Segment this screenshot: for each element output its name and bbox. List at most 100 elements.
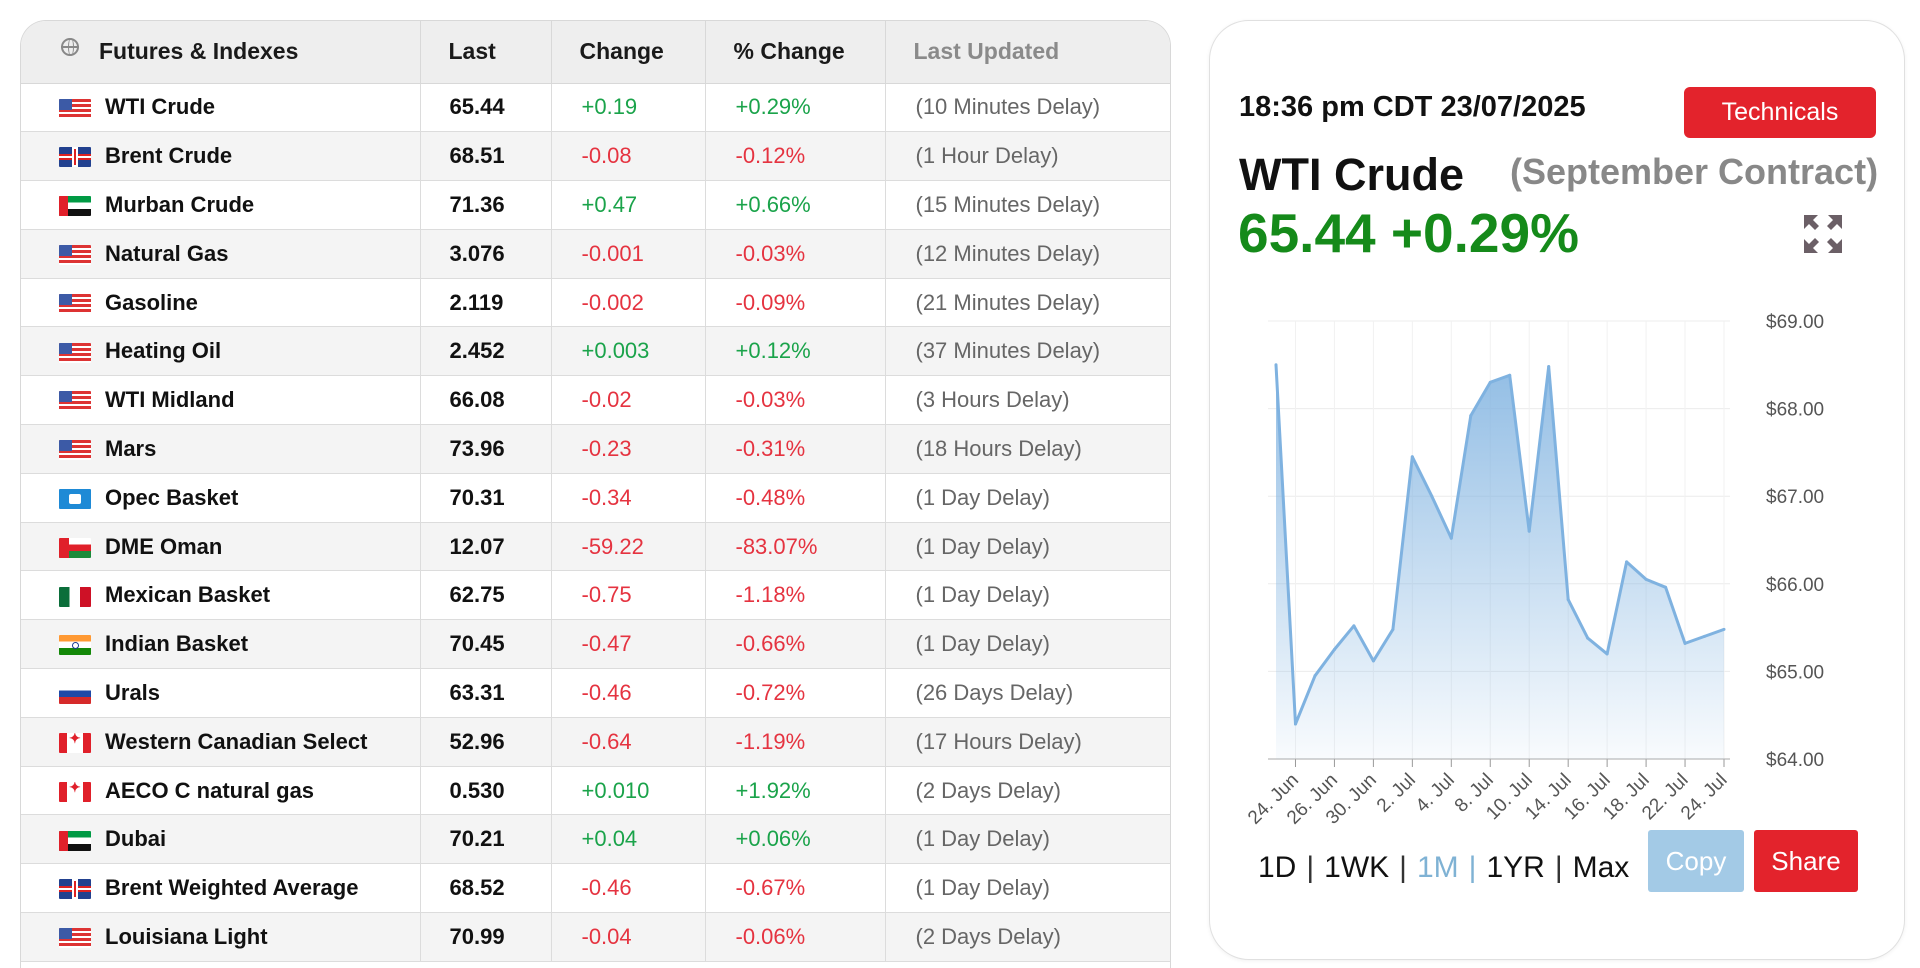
price-point[interactable]	[1664, 585, 1668, 589]
table-row[interactable]: Mars 73.96 -0.23 -0.31% (18 Hours Delay)	[21, 424, 1170, 474]
price-point[interactable]	[1410, 455, 1414, 459]
price-point[interactable]	[1449, 536, 1453, 540]
instrument-name-cell[interactable]: Heating Oil	[21, 326, 421, 377]
header-last-updated[interactable]: Last Updated	[885, 21, 1170, 84]
instrument-label[interactable]: Mars	[105, 435, 157, 461]
instrument-name-cell[interactable]: Dubai	[21, 814, 421, 865]
table-row[interactable]: Heating Oil 2.452 +0.003 +0.12% (37 Minutes …	[21, 326, 1170, 377]
instrument-name-cell[interactable]: Murban Crude	[21, 180, 421, 230]
price-point[interactable]	[1586, 636, 1590, 640]
instrument-label[interactable]: WTI Crude	[105, 94, 215, 120]
instrument-name-cell[interactable]: WTI Crude	[21, 83, 421, 133]
header-last[interactable]: Last	[420, 21, 552, 84]
instrument-label[interactable]: Natural Gas	[105, 240, 229, 266]
instrument-name-cell[interactable]: Urals	[21, 668, 421, 718]
price-point[interactable]	[1644, 577, 1648, 581]
price-point[interactable]	[1352, 624, 1356, 628]
table-row[interactable]: Gasoline 2.119 -0.002 -0.09% (21 Minutes Del…	[21, 278, 1170, 328]
instrument-name-cell[interactable]: Louisiana Light	[21, 912, 421, 962]
technicals-button[interactable]: Technicals	[1684, 87, 1876, 138]
table-row[interactable]: DME Oman 12.07 -59.22 -83.07% (1 Day Delay)	[21, 522, 1170, 572]
instrument-name-cell[interactable]: AECO C natural gas	[21, 766, 421, 816]
instrument-label[interactable]: Brent Weighted Average	[105, 875, 359, 901]
price-point[interactable]	[1547, 365, 1551, 369]
table-row[interactable]: Louisiana Light 70.99 -0.04 -0.06% (2 Days D…	[21, 912, 1170, 962]
instrument-label[interactable]: Heating Oil	[105, 338, 222, 364]
instrument-label[interactable]: DME Oman	[105, 533, 223, 559]
price-point[interactable]	[1371, 659, 1375, 663]
instrument-label[interactable]: Urals	[105, 679, 161, 705]
instrument-name-cell[interactable]: DME Oman	[21, 522, 421, 572]
range-1wk[interactable]: 1WK	[1324, 851, 1390, 884]
instrument-name-cell[interactable]: Brent Crude	[21, 131, 421, 182]
table-row[interactable]: Natural Gas 3.076 -0.001 -0.03% (12 Minutes …	[21, 229, 1170, 279]
table-row[interactable]: Murban Crude 71.36 +0.47 +0.66% (15 Minutes …	[21, 180, 1170, 230]
instrument-name-cell[interactable]: Opec Basket	[21, 473, 421, 523]
instrument-label[interactable]: Indian Basket	[105, 631, 249, 657]
instrument-label[interactable]: Western Canadian Select	[105, 728, 368, 754]
price-point[interactable]	[1391, 627, 1395, 631]
quote-timestamp: 18:36 pm CDT 23/07/2025	[1239, 91, 1586, 123]
table-row[interactable]: WTI Crude 65.44 +0.19 +0.29% (10 Minutes Del…	[21, 83, 1170, 133]
price-chart[interactable]: $69.00$68.00$67.00$66.00$65.00$64.0024. …	[1230, 289, 1890, 849]
header-futures-indexes[interactable]: Futures & Indexes	[21, 21, 421, 84]
price-point[interactable]	[1293, 722, 1297, 726]
price-line[interactable]	[1274, 364, 1725, 726]
price-point[interactable]	[1722, 627, 1726, 631]
header-change[interactable]: Change	[551, 21, 706, 84]
price-point[interactable]	[1488, 380, 1492, 384]
last-price-cell: 66.08	[420, 375, 552, 426]
header-pct-change[interactable]: % Change	[705, 21, 886, 84]
price-point[interactable]	[1469, 414, 1473, 418]
table-row[interactable]: Opec Basket 70.31 -0.34 -0.48% (1 Day Delay)	[21, 473, 1170, 523]
table-row[interactable]: WTI Midland 66.08 -0.02 -0.03% (3 Hours Dela…	[21, 375, 1170, 426]
instrument-name-cell[interactable]: Natural Gas	[21, 229, 421, 279]
table-row[interactable]: Mexican Basket 62.75 -0.75 -1.18% (1 Day Del…	[21, 570, 1170, 621]
price-point[interactable]	[1703, 634, 1707, 638]
instrument-name-cell[interactable]: Mars	[21, 424, 421, 474]
price-point[interactable]	[1508, 373, 1512, 377]
instrument-name-cell[interactable]: WTI Midland	[21, 375, 421, 426]
price-point[interactable]	[1566, 598, 1570, 602]
instrument-label[interactable]: Mexican Basket	[105, 582, 271, 608]
price-point[interactable]	[1274, 363, 1278, 367]
instrument-label[interactable]: Louisiana Light	[105, 923, 268, 949]
instrument-label[interactable]: Gasoline	[105, 289, 198, 315]
share-button[interactable]: Share	[1754, 830, 1858, 892]
instrument-name-cell[interactable]: Mexican Basket	[21, 570, 421, 621]
flag-us-icon	[59, 244, 91, 265]
copy-button[interactable]: Copy	[1648, 830, 1744, 892]
expand-icon[interactable]	[1802, 213, 1844, 255]
price-point[interactable]	[1625, 560, 1629, 564]
table-row[interactable]: Western Canadian Select 52.96-0.64-1.19%(…	[21, 717, 1170, 767]
price-point[interactable]	[1683, 641, 1687, 645]
price-point[interactable]	[1332, 648, 1336, 651]
range-1yr[interactable]: 1YR	[1486, 851, 1545, 884]
instrument-name-cell[interactable]: Gasoline	[21, 278, 421, 328]
price-point[interactable]	[1313, 674, 1317, 678]
table-row[interactable]: AECO C natural gas 0.530+0.010+1.92%(2 Da…	[21, 766, 1170, 816]
last-updated-cell: (1 Day Delay)	[885, 473, 1170, 523]
range-max[interactable]: Max	[1572, 851, 1630, 884]
table-row[interactable]: Brent Weighted Average 68.52 -0.46 -0.67% (1…	[21, 863, 1170, 914]
instrument-label[interactable]: AECO C natural gas	[105, 777, 315, 803]
range-1m[interactable]: 1M	[1416, 851, 1459, 884]
instrument-name-cell[interactable]: Brent Weighted Average	[21, 863, 421, 914]
last-updated-cell: (2 Days Delay)	[885, 766, 1170, 816]
range-1d[interactable]: 1D	[1258, 851, 1297, 884]
table-row[interactable]: Urals 63.31 -0.46 -0.72% (26 Days Delay)	[21, 668, 1170, 718]
price-point[interactable]	[1430, 494, 1434, 498]
table-row[interactable]: Brent Crude 68.51 -0.08 -0.12% (1 Hour Delay…	[21, 131, 1170, 182]
instrument-label[interactable]: WTI Midland	[105, 387, 235, 413]
table-row[interactable]: Indian Basket 70.45 -0.47 -0.66% (1 Day Dela…	[21, 619, 1170, 670]
instrument-label[interactable]: Murban Crude	[105, 191, 255, 217]
instrument-label[interactable]: Opec Basket	[105, 484, 239, 510]
instrument-name-cell[interactable]: Indian Basket	[21, 619, 421, 670]
instrument-label[interactable]: Dubai	[105, 826, 167, 852]
pct-change-cell: -0.06%	[705, 912, 886, 962]
instrument-label[interactable]: Brent Crude	[105, 143, 233, 169]
instrument-name-cell[interactable]: Western Canadian Select	[21, 717, 421, 767]
price-point[interactable]	[1605, 652, 1609, 656]
price-point[interactable]	[1527, 529, 1531, 533]
table-row[interactable]: Dubai 70.21 +0.04 +0.06% (1 Day Delay)	[21, 814, 1170, 865]
